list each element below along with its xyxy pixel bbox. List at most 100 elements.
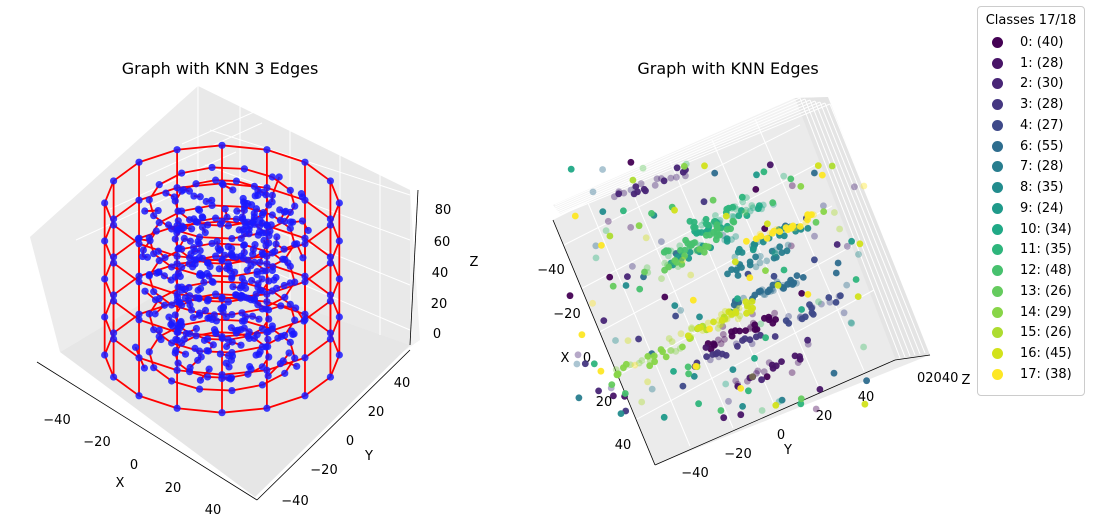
scatter-point bbox=[784, 241, 792, 249]
graph-node bbox=[236, 284, 244, 292]
scatter-point bbox=[832, 269, 840, 277]
scatter-point bbox=[665, 335, 673, 342]
scatter-point bbox=[785, 319, 793, 327]
gridline bbox=[627, 289, 875, 425]
graph-node bbox=[151, 296, 160, 304]
right-y-tick: 40 bbox=[858, 390, 875, 405]
legend-entry: 8: (35) bbox=[978, 177, 1084, 198]
scatter-point bbox=[765, 316, 773, 324]
graph-node bbox=[268, 211, 276, 219]
scatter-point bbox=[758, 376, 765, 384]
scatter-point bbox=[772, 316, 779, 323]
left-z-ticks: 0 20 40 60 80 bbox=[431, 203, 452, 342]
scatter-point bbox=[722, 380, 730, 388]
scatter-point bbox=[848, 237, 855, 245]
scatter-point bbox=[637, 180, 645, 188]
scatter-point bbox=[796, 356, 804, 363]
scatter-point bbox=[757, 320, 765, 328]
graph-node bbox=[109, 297, 118, 305]
scatter-point bbox=[693, 230, 700, 237]
graph-node bbox=[195, 295, 203, 303]
scatter-point bbox=[751, 326, 759, 333]
scatter-point bbox=[811, 256, 818, 264]
scatter-point bbox=[630, 190, 638, 198]
gridline bbox=[209, 129, 411, 196]
graph-node bbox=[216, 350, 224, 358]
graph-node bbox=[109, 373, 118, 381]
graph-edge bbox=[266, 186, 306, 202]
graph-node bbox=[277, 332, 286, 341]
scatter-point bbox=[720, 414, 728, 422]
scatter-point bbox=[599, 166, 606, 173]
graph-node bbox=[218, 295, 226, 303]
scatter-point bbox=[635, 222, 643, 230]
legend-entry: 2: (30) bbox=[978, 74, 1084, 95]
scatter-point bbox=[667, 174, 675, 182]
right-scatter-points bbox=[566, 158, 870, 422]
legend-marker bbox=[992, 348, 1003, 360]
graph-node bbox=[254, 301, 262, 309]
graph-node bbox=[109, 177, 118, 185]
graph-node bbox=[286, 338, 294, 346]
scatter-point bbox=[706, 325, 713, 333]
graph-node bbox=[280, 281, 288, 290]
graph-node bbox=[228, 310, 236, 319]
scatter-point bbox=[719, 323, 727, 330]
graph-node bbox=[268, 191, 276, 199]
scatter-point bbox=[855, 251, 862, 258]
graph-node bbox=[135, 310, 143, 318]
graph-node bbox=[326, 221, 335, 229]
graph-node bbox=[135, 158, 143, 166]
scatter-point bbox=[754, 205, 762, 213]
scatter-point bbox=[752, 370, 760, 377]
graph-edge bbox=[221, 182, 267, 189]
graph-node bbox=[298, 217, 307, 225]
scatter-point bbox=[812, 218, 820, 226]
graph-node bbox=[101, 199, 109, 207]
graph-node bbox=[216, 246, 225, 254]
scatter-point bbox=[702, 220, 710, 228]
legend-label: 14: (29) bbox=[1020, 304, 1072, 320]
scatter-point bbox=[679, 256, 686, 264]
graph-node bbox=[264, 335, 272, 343]
legend-label: 4: (27) bbox=[1020, 117, 1064, 133]
graph-node bbox=[240, 241, 248, 249]
scatter-point bbox=[739, 403, 746, 410]
graph-node bbox=[146, 237, 154, 245]
scatter-point bbox=[651, 181, 659, 189]
legend-marker bbox=[992, 78, 1003, 90]
graph-node bbox=[265, 315, 273, 323]
scatter-point bbox=[728, 204, 736, 212]
gridline bbox=[554, 99, 811, 210]
graph-node bbox=[222, 342, 231, 351]
scatter-point bbox=[847, 319, 855, 326]
graph-node bbox=[281, 293, 289, 301]
scatter-point bbox=[566, 292, 574, 300]
scatter-point bbox=[752, 235, 760, 243]
graph-node bbox=[248, 276, 256, 285]
scatter-point bbox=[658, 275, 665, 282]
graph-node bbox=[200, 278, 208, 286]
legend-label: 17: (38) bbox=[1020, 366, 1072, 382]
graph-node bbox=[301, 234, 309, 242]
graph-node bbox=[168, 377, 176, 385]
scatter-point bbox=[797, 395, 805, 403]
graph-node bbox=[145, 196, 153, 204]
scatter-point bbox=[682, 236, 689, 244]
graph-node bbox=[155, 257, 163, 265]
graph-node bbox=[185, 187, 194, 195]
scatter-point bbox=[749, 204, 757, 212]
scatter-point bbox=[733, 205, 740, 213]
scatter-point bbox=[747, 323, 755, 331]
scatter-point bbox=[820, 202, 827, 210]
scatter-point bbox=[624, 337, 632, 344]
graph-node bbox=[150, 288, 158, 296]
scatter-point bbox=[714, 336, 722, 344]
legend-label: 13: (26) bbox=[1020, 283, 1072, 299]
legend-label: 12: (48) bbox=[1020, 263, 1072, 279]
graph-edge bbox=[113, 262, 140, 283]
graph-node bbox=[196, 269, 204, 278]
graph-node bbox=[224, 222, 232, 230]
graph-node bbox=[263, 252, 271, 260]
scatter-point bbox=[651, 358, 658, 366]
